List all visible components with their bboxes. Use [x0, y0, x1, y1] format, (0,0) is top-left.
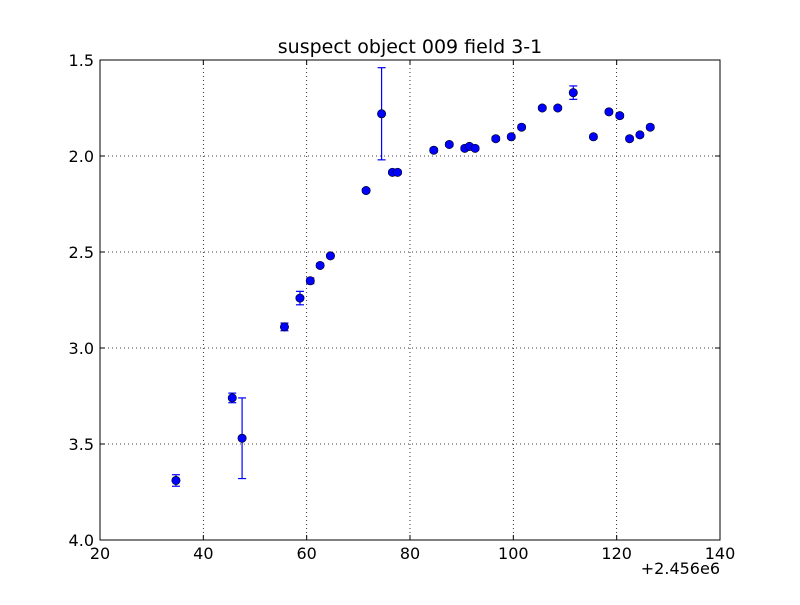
- data-point: [615, 111, 625, 121]
- data-point: [517, 122, 527, 132]
- data-point: [377, 109, 387, 119]
- chart-title: suspect object 009 field 3-1: [278, 36, 543, 58]
- x-tick-label: 60: [296, 544, 316, 563]
- data-point: [625, 134, 635, 144]
- data-point: [604, 107, 614, 117]
- data-point: [635, 130, 645, 140]
- y-tick-label: 2.0: [69, 147, 94, 166]
- x-tick-label: 40: [193, 544, 213, 563]
- data-point: [305, 276, 315, 286]
- data-point: [429, 145, 439, 155]
- y-tick-label: 3.0: [69, 339, 94, 358]
- x-tick-label: 80: [400, 544, 420, 563]
- data-point: [295, 293, 305, 303]
- data-point: [470, 143, 480, 153]
- axis-ticks: 20 40 60 80 100 120 140 1.5 2.0 2.5 3.0 3.5 4.0: [69, 51, 736, 563]
- data-point: [645, 122, 655, 132]
- data-point: [491, 134, 501, 144]
- y-tick-label: 3.5: [69, 435, 94, 454]
- data-point: [237, 433, 247, 443]
- data-point: [393, 167, 403, 177]
- x-offset-label: +2.456e6: [641, 559, 720, 578]
- data-points: [171, 67, 655, 487]
- data-point: [325, 251, 335, 261]
- x-tick-label: 20: [90, 544, 110, 563]
- data-point: [553, 103, 563, 113]
- data-point: [444, 139, 454, 149]
- data-point: [568, 88, 578, 98]
- data-point: [315, 260, 325, 270]
- y-tick-label: 1.5: [69, 51, 94, 70]
- data-point: [279, 322, 289, 332]
- y-tick-label: 4.0: [69, 531, 94, 550]
- data-point: [227, 393, 237, 403]
- x-tick-label: 120: [601, 544, 632, 563]
- data-point: [361, 186, 371, 196]
- data-point: [506, 132, 516, 142]
- data-point: [171, 475, 181, 485]
- data-point: [537, 103, 547, 113]
- x-tick-label: 100: [498, 544, 529, 563]
- data-point: [588, 132, 598, 142]
- y-tick-label: 2.5: [69, 243, 94, 262]
- x-tick-label: 140: [705, 544, 736, 563]
